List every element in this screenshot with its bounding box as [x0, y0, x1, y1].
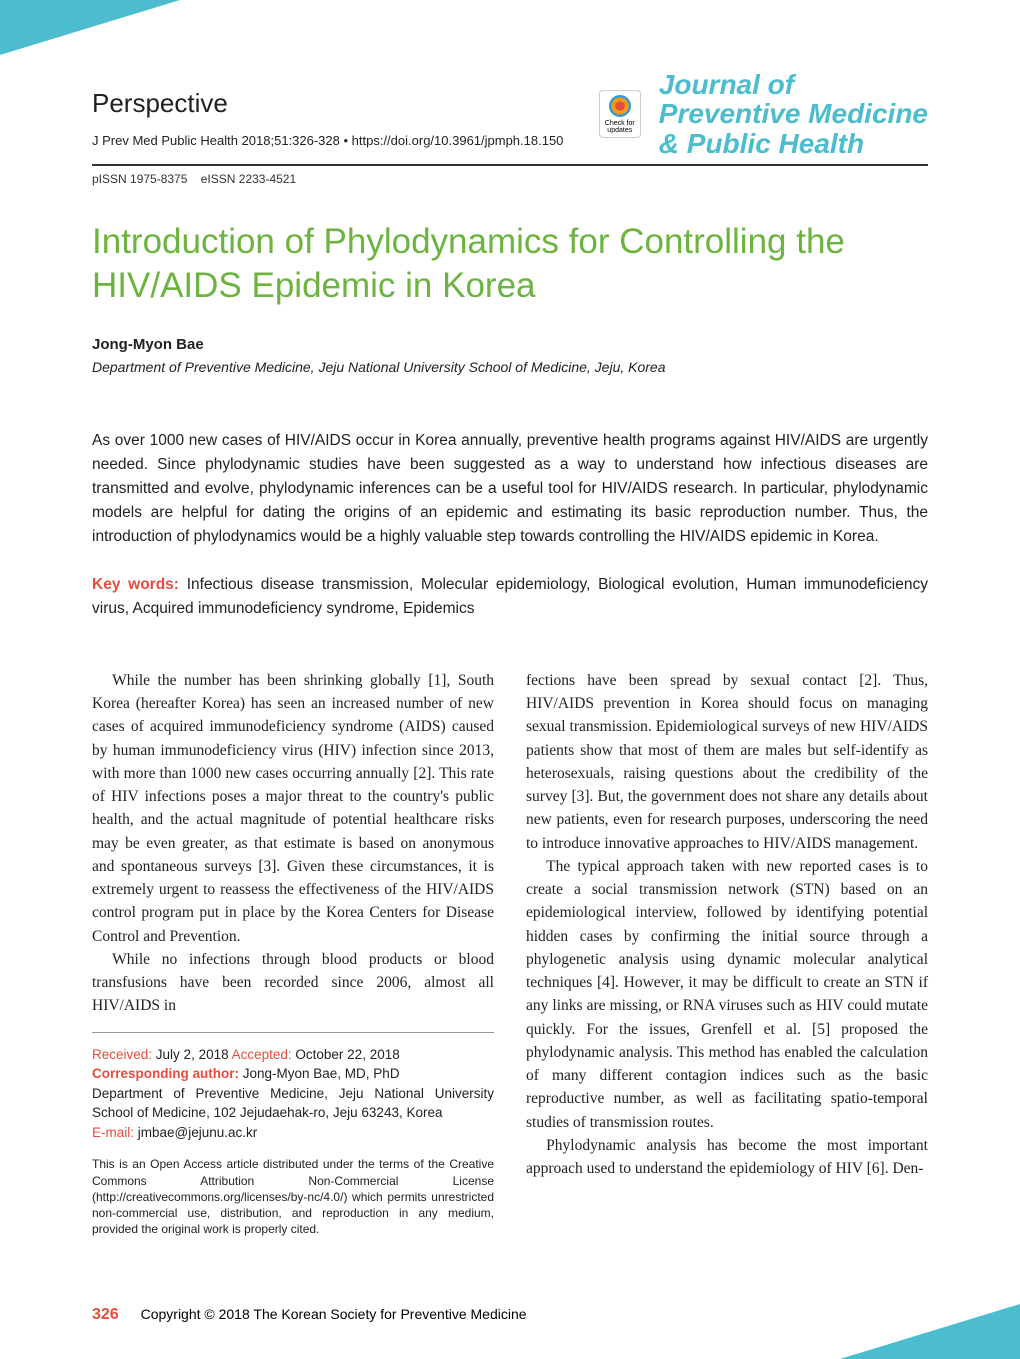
body-p2a: While no infections through blood produc… [92, 951, 494, 1015]
received-date: July 2, 2018 [152, 1047, 232, 1062]
crossmark-label: Check for updates [600, 120, 640, 134]
page-number: 326 [92, 1306, 119, 1323]
journal-line1: Journal of [659, 70, 928, 99]
correspondence-box: Received: July 2, 2018 Accepted: October… [92, 1032, 494, 1238]
author-affiliation: Department of Preventive Medicine, Jeju … [92, 359, 928, 375]
accepted-date: October 22, 2018 [292, 1047, 400, 1062]
email-value: jmbae@jejunu.ac.kr [134, 1125, 257, 1140]
corr-name: Jong-Myon Bae, MD, PhD [239, 1066, 400, 1081]
citation: J Prev Med Public Health 2018;51:326-328… [92, 133, 599, 148]
keywords: Key words: Infectious disease transmissi… [92, 573, 928, 621]
corner-decoration-top [0, 0, 180, 55]
header-left: Perspective J Prev Med Public Health 201… [92, 70, 599, 148]
body-p2: While no infections through blood produc… [92, 948, 494, 1018]
accepted-label: Accepted: [232, 1047, 292, 1062]
body-p2b: fections have been spread by sexual cont… [526, 669, 928, 855]
eissn: eISSN 2233-4521 [201, 172, 296, 186]
dates-line: Received: July 2, 2018 Accepted: October… [92, 1045, 494, 1065]
license-text: This is an Open Access article distribut… [92, 1156, 494, 1237]
page-content: Perspective J Prev Med Public Health 201… [0, 0, 1020, 1287]
corr-label: Corresponding author: [92, 1066, 239, 1081]
body-p1: While the number has been shrinking glob… [92, 669, 494, 948]
pissn: pISSN 1975-8375 [92, 172, 187, 186]
email-line: E-mail: jmbae@jejunu.ac.kr [92, 1123, 494, 1143]
author-name: Jong-Myon Bae [92, 336, 928, 353]
article-title: Introduction of Phylodynamics for Contro… [92, 220, 928, 308]
header: Perspective J Prev Med Public Health 201… [92, 70, 928, 166]
body-p4: Phylodynamic analysis has become the mos… [526, 1134, 928, 1181]
article-type: Perspective [92, 88, 599, 119]
footer: 326 Copyright © 2018 The Korean Society … [92, 1306, 527, 1324]
keywords-label: Key words: [92, 576, 179, 593]
received-label: Received: [92, 1047, 152, 1062]
corr-address: Department of Preventive Medicine, Jeju … [92, 1084, 494, 1123]
crossmark-icon [609, 95, 631, 117]
journal-name: Journal of Preventive Medicine & Public … [659, 70, 928, 158]
abstract: As over 1000 new cases of HIV/AIDS occur… [92, 429, 928, 549]
corner-decoration-bottom [840, 1304, 1020, 1359]
body-p3: The typical approach taken with new repo… [526, 855, 928, 1134]
corr-line: Corresponding author: Jong-Myon Bae, MD,… [92, 1064, 494, 1084]
header-right: Check for updates Journal of Preventive … [599, 70, 928, 158]
keywords-text: Infectious disease transmission, Molecul… [92, 576, 928, 617]
journal-line3: & Public Health [659, 129, 928, 158]
body-text: While the number has been shrinking glob… [92, 669, 928, 1238]
email-label: E-mail: [92, 1125, 134, 1140]
crossmark-badge[interactable]: Check for updates [599, 90, 641, 138]
journal-line2: Preventive Medicine [659, 99, 928, 128]
copyright: Copyright © 2018 The Korean Society for … [141, 1306, 527, 1322]
issn-row: pISSN 1975-8375 eISSN 2233-4521 [92, 172, 928, 186]
